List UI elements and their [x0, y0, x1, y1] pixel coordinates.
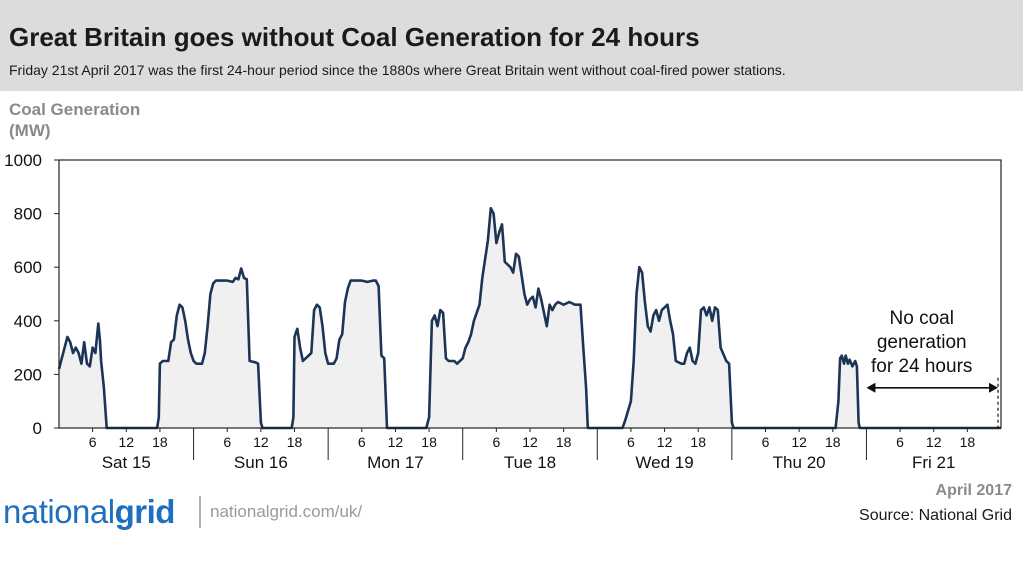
hour-tick-label: 6 [358, 434, 366, 450]
annotation-text: for 24 hours [871, 356, 972, 377]
day-label: Fri 21 [912, 453, 955, 472]
hour-tick-label: 18 [421, 434, 437, 450]
hour-tick-label: 12 [388, 434, 404, 450]
annotation-text: generation [877, 332, 967, 353]
logo-prefix: national [3, 493, 115, 530]
date-label: April 2017 [935, 482, 1012, 499]
y-tick-label: 0 [33, 419, 42, 438]
y-tick-label: 400 [14, 312, 42, 331]
y-tick-label: 200 [14, 365, 42, 384]
hour-tick-label: 6 [896, 434, 904, 450]
y-axis-label-line-1: Coal Generation [9, 100, 141, 119]
chart-title: Great Britain goes without Coal Generati… [9, 22, 700, 52]
hour-tick-label: 6 [89, 434, 97, 450]
y-tick-label: 1000 [4, 151, 42, 170]
hour-tick-label: 18 [825, 434, 841, 450]
y-tick-label: 800 [14, 205, 42, 224]
chart-header: Great Britain goes without Coal Generati… [0, 0, 1023, 91]
chart-subtitle: Friday 21st April 2017 was the first 24-… [9, 62, 786, 78]
hour-tick-label: 18 [152, 434, 168, 450]
source-label: Source: National Grid [859, 507, 1012, 524]
logo-suffix: grid [114, 493, 176, 530]
hour-tick-label: 12 [926, 434, 942, 450]
y-tick-label: 600 [14, 258, 42, 277]
day-label: Mon 17 [367, 453, 424, 472]
annotation-text: No coal [890, 308, 954, 329]
annotation-arrowhead-left [866, 382, 876, 393]
hour-tick-label: 6 [762, 434, 770, 450]
day-label: Sun 16 [234, 453, 288, 472]
day-label: Wed 19 [635, 453, 693, 472]
hour-tick-label: 12 [657, 434, 673, 450]
website-url[interactable]: nationalgrid.com/uk/ [210, 502, 363, 521]
national-grid-logo: nationalgrid [3, 493, 175, 531]
no-coal-annotation: No coal generation for 24 hours [866, 308, 999, 428]
day-label: Thu 20 [773, 453, 826, 472]
hour-tick-label: 6 [627, 434, 635, 450]
y-axis-label-line-2: (MW) [9, 121, 51, 140]
hour-tick-label: 6 [223, 434, 231, 450]
hour-tick-label: 18 [690, 434, 706, 450]
hour-tick-label: 12 [253, 434, 269, 450]
hour-tick-label: 12 [522, 434, 538, 450]
series-line [57, 206, 1001, 430]
day-label: Sat 15 [102, 453, 151, 472]
hour-tick-label: 18 [556, 434, 572, 450]
y-axis: 0 200 400 600 800 1000 [4, 151, 59, 438]
series-area [59, 208, 1001, 428]
day-label: Tue 18 [504, 453, 556, 472]
series-layer [57, 206, 1001, 430]
y-axis-label: Coal Generation (MW) [9, 99, 140, 141]
annotation-arrowhead-right [989, 382, 998, 393]
hour-tick-label: 12 [118, 434, 134, 450]
hour-tick-label: 18 [287, 434, 303, 450]
logo-divider [199, 496, 201, 528]
hour-tick-label: 6 [492, 434, 500, 450]
hour-tick-label: 18 [960, 434, 976, 450]
hour-tick-label: 12 [791, 434, 807, 450]
